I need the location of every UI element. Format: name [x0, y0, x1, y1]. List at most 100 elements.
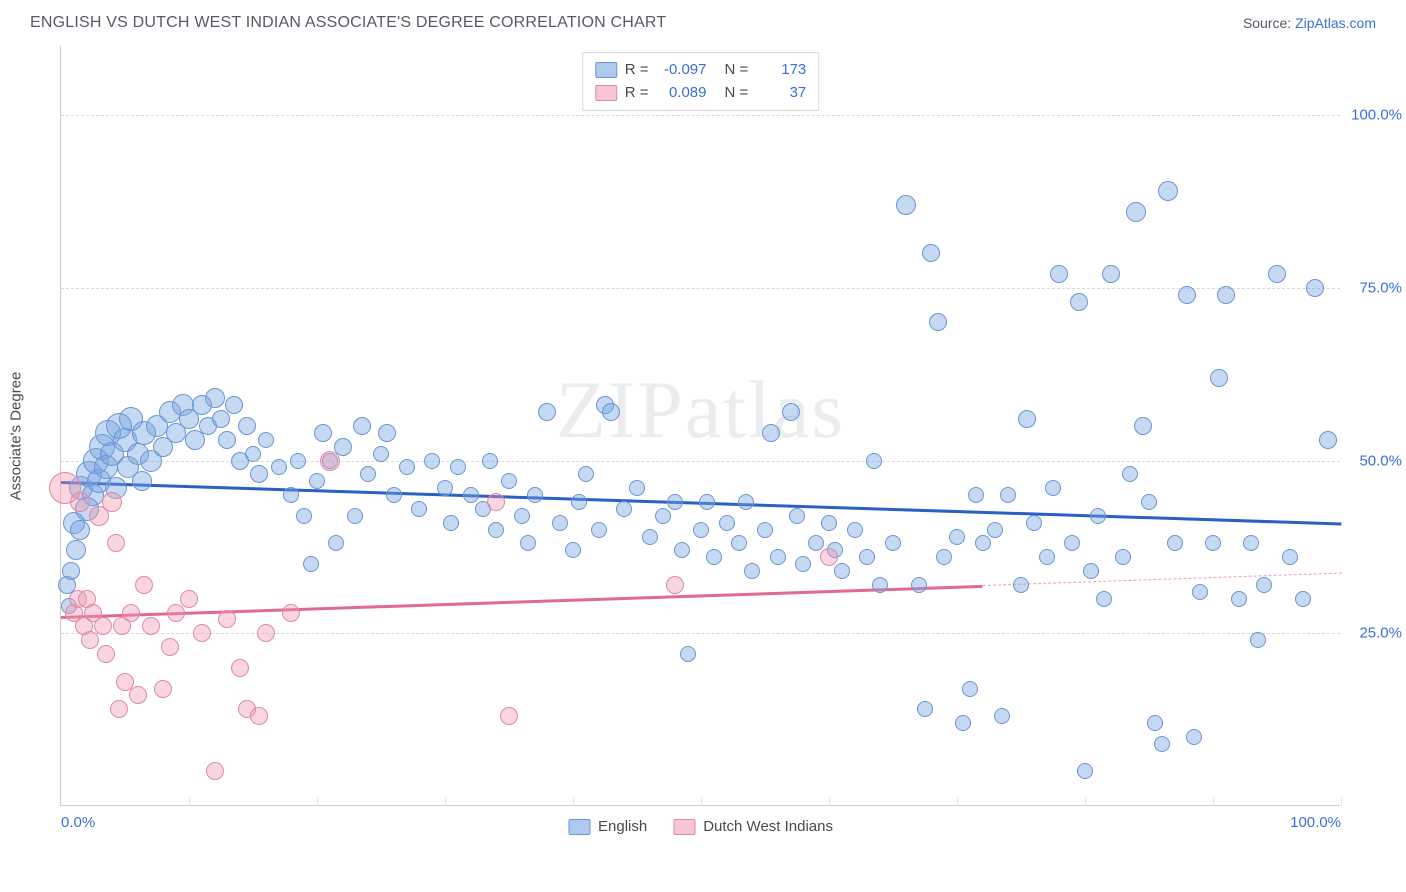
data-point	[1186, 729, 1202, 745]
data-point	[482, 453, 498, 469]
data-point	[795, 556, 811, 572]
data-point	[238, 417, 256, 435]
data-point	[975, 535, 991, 551]
tick-v	[573, 798, 574, 806]
legend-n-value: 37	[756, 82, 806, 105]
data-point	[309, 473, 325, 489]
data-point	[706, 549, 722, 565]
data-point	[514, 508, 530, 524]
data-point	[1231, 591, 1247, 607]
data-point	[271, 459, 287, 475]
data-point	[896, 195, 916, 215]
data-point	[1126, 202, 1146, 222]
data-point	[591, 522, 607, 538]
data-point	[1256, 577, 1272, 593]
data-point	[1210, 369, 1228, 387]
source-link[interactable]: ZipAtlas.com	[1295, 15, 1376, 31]
data-point	[1141, 494, 1157, 510]
data-point	[1319, 431, 1337, 449]
data-point	[1268, 265, 1286, 283]
data-point	[296, 508, 312, 524]
data-point	[250, 465, 268, 483]
xtick-label: 0.0%	[61, 814, 95, 831]
data-point	[1000, 487, 1016, 503]
data-point	[70, 520, 90, 540]
legend-swatch	[595, 85, 617, 101]
data-point	[744, 563, 760, 579]
data-point	[205, 388, 225, 408]
data-point	[62, 562, 80, 580]
data-point	[102, 492, 122, 512]
data-point	[1018, 410, 1036, 428]
data-point	[1122, 466, 1138, 482]
data-point	[487, 493, 505, 511]
data-point	[70, 492, 90, 512]
data-point	[674, 542, 690, 558]
ytick-label: 100.0%	[1351, 107, 1402, 124]
data-point	[994, 708, 1010, 724]
data-point	[936, 549, 952, 565]
data-point	[250, 707, 268, 725]
data-point	[571, 494, 587, 510]
data-point	[955, 715, 971, 731]
data-point	[360, 466, 376, 482]
legend-swatch	[595, 62, 617, 78]
data-point	[719, 515, 735, 531]
chart-title: ENGLISH VS DUTCH WEST INDIAN ASSOCIATE'S…	[30, 14, 666, 32]
data-point	[1154, 736, 1170, 752]
data-point	[968, 487, 984, 503]
data-point	[520, 535, 536, 551]
source-prefix: Source:	[1243, 15, 1295, 31]
data-point	[1013, 577, 1029, 593]
ytick-label: 50.0%	[1359, 452, 1402, 469]
legend-swatch	[568, 819, 590, 835]
data-point	[538, 403, 556, 421]
data-point	[929, 313, 947, 331]
legend-item: Dutch West Indians	[673, 818, 833, 835]
data-point	[107, 534, 125, 552]
chart-container: Associate's Degree ZIPatlas R =-0.097N =…	[60, 46, 1376, 826]
data-point	[81, 631, 99, 649]
data-point	[328, 535, 344, 551]
ytick-label: 75.0%	[1359, 279, 1402, 296]
data-point	[353, 417, 371, 435]
data-point	[616, 501, 632, 517]
data-point	[167, 604, 185, 622]
legend-item: English	[568, 818, 647, 835]
data-point	[94, 617, 112, 635]
data-point	[762, 424, 780, 442]
legend-r-label: R =	[625, 59, 649, 82]
data-point	[290, 453, 306, 469]
plot-area: ZIPatlas R =-0.097N =173R =0.089N =37 En…	[60, 46, 1340, 806]
tick-v	[1085, 798, 1086, 806]
data-point	[1250, 632, 1266, 648]
data-point	[314, 424, 332, 442]
data-point	[347, 508, 363, 524]
gridline-h	[61, 288, 1340, 289]
legend-swatch	[673, 819, 695, 835]
data-point	[1167, 535, 1183, 551]
data-point	[1050, 265, 1068, 283]
data-point	[135, 576, 153, 594]
tick-v	[317, 798, 318, 806]
data-point	[129, 686, 147, 704]
data-point	[1178, 286, 1196, 304]
legend-r-label: R =	[625, 82, 649, 105]
data-point	[1026, 515, 1042, 531]
data-point	[859, 549, 875, 565]
data-point	[1096, 591, 1112, 607]
legend-r-value: -0.097	[657, 59, 707, 82]
data-point	[193, 624, 211, 642]
data-point	[386, 487, 402, 503]
data-point	[885, 535, 901, 551]
data-point	[1147, 715, 1163, 731]
data-point	[629, 480, 645, 496]
data-point	[820, 548, 838, 566]
data-point	[161, 638, 179, 656]
data-point	[212, 410, 230, 428]
data-point	[488, 522, 504, 538]
data-point	[911, 577, 927, 593]
legend-label: Dutch West Indians	[703, 818, 833, 835]
xtick-label: 100.0%	[1290, 814, 1341, 831]
data-point	[1083, 563, 1099, 579]
